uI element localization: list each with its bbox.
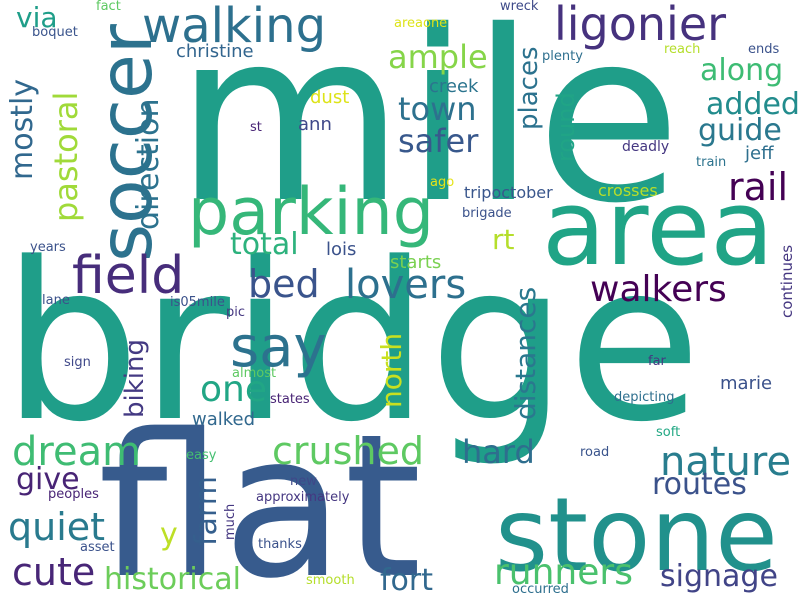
word-fort: fort (380, 563, 434, 598)
word-walking: walking (142, 0, 327, 54)
word-flat: flat (98, 391, 422, 600)
word-pic: pic (226, 305, 246, 320)
word-biking: biking (120, 339, 150, 418)
word-states: states (270, 392, 310, 407)
word-jeff: jeff (745, 143, 774, 164)
word-places: places (514, 46, 544, 131)
word-mostly: mostly (5, 78, 40, 180)
word-crosses: crosses (598, 181, 658, 200)
word-one: one (200, 369, 267, 410)
word-road: road (580, 445, 610, 460)
word-new: new (290, 474, 317, 489)
word-town: town (398, 90, 477, 128)
word-far: far (648, 354, 666, 369)
word-field: field (72, 246, 185, 306)
word-christine: christine (176, 41, 254, 62)
word-distances: distances (509, 286, 542, 420)
word-via: via (16, 1, 58, 34)
word-rt: rt (492, 223, 515, 256)
word-crushed: crushed (272, 429, 424, 473)
word-smooth: smooth (306, 573, 355, 588)
word-routes: routes (652, 467, 747, 502)
word-signage: signage (660, 559, 778, 594)
word-ligonier: ligonier (554, 0, 727, 51)
word-hard: hard (462, 433, 535, 471)
word-stone: stone (495, 476, 778, 595)
word-brigade: brigade (462, 206, 512, 221)
word-is05mile: is05mile (170, 295, 225, 310)
word-lane: lane (42, 293, 70, 308)
word-creek: creek (429, 76, 479, 97)
word-lovers: lovers (345, 262, 467, 308)
word-bridge: bridge (2, 217, 702, 470)
word-continues: continues (778, 244, 796, 318)
word-cute: cute (12, 550, 96, 594)
word-marie: marie (720, 373, 773, 394)
word-added: added (706, 87, 800, 122)
word-walked: walked (192, 409, 256, 430)
word-occurred: occurred (512, 582, 569, 597)
word-ample: ample (388, 38, 488, 76)
word-st: st (250, 120, 262, 135)
word-years: years (30, 240, 66, 255)
word-starts: starts (390, 252, 442, 273)
word-easy: easy (186, 448, 217, 463)
word-bed: bed (248, 262, 320, 306)
word-historical: historical (104, 562, 241, 597)
word-area: area (542, 167, 774, 289)
word-ago: ago (430, 175, 455, 190)
word-quiet: quiet (8, 505, 106, 549)
word-wreck: wreck (500, 0, 539, 14)
word-areaone: areaone (394, 16, 448, 31)
word-asset: asset (80, 540, 115, 555)
word-depicting: depicting (614, 390, 675, 405)
word-direction: direction (131, 98, 166, 230)
word-lois: lois (326, 239, 357, 260)
word-total: total (230, 227, 299, 262)
word-parking: parking (188, 175, 434, 250)
word-mile: mile (175, 0, 682, 255)
word-say: say (230, 315, 327, 380)
word-deadly: deadly (622, 139, 670, 155)
word-much: much (223, 503, 238, 540)
word-along: along (700, 53, 784, 88)
word-fact: fact (96, 0, 121, 14)
word-sign: sign (64, 355, 91, 370)
word-give: give (16, 462, 80, 497)
word-farm: farm (189, 476, 224, 546)
word-dream: dream (12, 429, 142, 475)
word-soft: soft (656, 425, 681, 440)
word-safer: safer (398, 122, 479, 160)
word-boquet: boquet (32, 25, 78, 40)
word-dust: dust (310, 87, 350, 108)
word-peoples: peoples (48, 487, 99, 502)
word-pastoral: pastoral (47, 91, 85, 222)
word-ann: ann (298, 114, 332, 135)
word-almost: almost (232, 366, 277, 381)
word-plenty: plenty (542, 49, 583, 64)
word-walkers: walkers (590, 269, 727, 310)
word-guide: guide (698, 113, 782, 148)
word-rail: rail (728, 165, 789, 209)
word-ends: ends (748, 42, 780, 57)
word-runners: runners (494, 552, 633, 593)
word-round: round (552, 92, 580, 162)
word-tripoctober: tripoctober (464, 183, 553, 202)
word-approximately: approximately (256, 490, 350, 505)
word-train: train (696, 155, 727, 170)
word-y: y (160, 517, 178, 552)
word-reach: reach (664, 42, 701, 57)
word-thanks: thanks (258, 537, 302, 552)
word-north: north (375, 332, 408, 408)
word-nature: nature (660, 439, 792, 485)
